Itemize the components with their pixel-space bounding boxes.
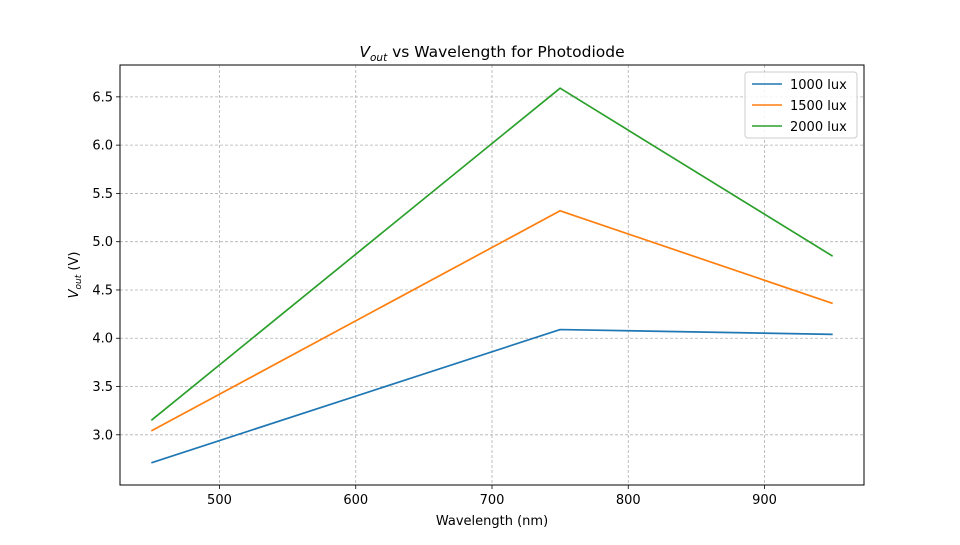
series-line-2000-lux — [150, 87, 834, 421]
x-tick-label: 600 — [343, 493, 368, 508]
y-axis-label: Vout (V) — [67, 252, 84, 299]
chart-title: Vout vs Wavelength for Photodiode — [359, 43, 624, 64]
legend-label-2000-lux: 2000 lux — [790, 120, 847, 135]
grid — [120, 65, 864, 485]
chart-title-subscript: out — [370, 52, 388, 64]
y-tick-label: 4.0 — [92, 332, 113, 347]
legend-label-1000-lux: 1000 lux — [790, 78, 847, 93]
chart-title-rest: vs Wavelength for Photodiode — [387, 43, 624, 61]
series-line-1000-lux — [151, 328, 833, 464]
y-tick-label: 3.5 — [92, 380, 113, 395]
y-tick-label: 3.0 — [92, 428, 113, 443]
x-tick-label: 800 — [616, 493, 641, 508]
series-lines — [150, 87, 834, 464]
legend-label-1500-lux: 1500 lux — [790, 99, 847, 114]
y-tick-label: 5.0 — [92, 235, 113, 250]
x-tick-label: 700 — [480, 493, 505, 508]
y-tick-label: 6.5 — [92, 90, 113, 105]
x-tick-label: 900 — [752, 493, 777, 508]
x-axis-label: Wavelength (nm) — [436, 514, 548, 529]
y-tick-label: 5.5 — [92, 187, 113, 202]
y-tick-label: 6.0 — [92, 139, 113, 154]
y-axis-label-rest: (V) — [67, 252, 82, 275]
y-tick-label: 4.5 — [92, 283, 113, 298]
x-tick-label: 500 — [207, 493, 232, 508]
legend: 1000 lux 1500 lux 2000 lux — [744, 71, 858, 139]
legend-box — [744, 71, 858, 139]
series-line-1500-lux — [150, 209, 833, 432]
y-axis-ticks: 3.0 3.5 4.0 4.5 5.0 5.5 6.0 6.5 — [92, 90, 120, 443]
y-axis-label-subscript: out — [74, 274, 84, 289]
y-axis-label-main: V — [67, 288, 82, 298]
x-axis-ticks: 500 600 700 800 900 — [207, 485, 777, 508]
chart-title-main: V — [359, 43, 371, 61]
